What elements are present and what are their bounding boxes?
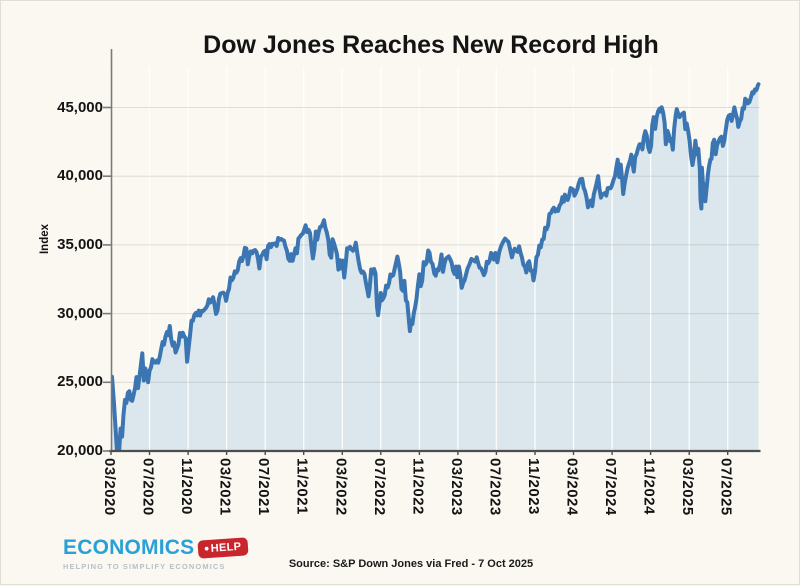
x-tick-label: 07/2025: [717, 458, 735, 516]
x-tick-label: 11/2021: [293, 458, 311, 515]
economics-help-logo: ECONOMICS ●HELP HELPING TO SIMPLIFY ECON…: [63, 536, 250, 571]
x-tick-label: 03/2021: [216, 458, 234, 516]
y-tick-label: 30,000: [57, 304, 103, 322]
x-tick-label: 03/2022: [332, 458, 350, 516]
x-tick-label: 03/2025: [679, 458, 697, 516]
x-tick-label: 07/2021: [255, 458, 273, 516]
logo-dot-icon: ●: [203, 542, 211, 554]
logo-brand-text: ECONOMICS: [63, 536, 195, 559]
x-tick-label: 07/2023: [486, 458, 504, 516]
x-tick-label: 11/2022: [409, 458, 427, 515]
x-tick-label: 07/2022: [370, 458, 388, 516]
y-tick-label: 25,000: [57, 373, 103, 391]
y-tick-label: 35,000: [57, 235, 103, 253]
y-tick-label: 45,000: [57, 98, 103, 116]
x-tick-label: 03/2024: [563, 458, 581, 516]
logo-tagline: HELPING TO SIMPLIFY ECONOMICS: [63, 562, 226, 571]
x-tick-label: 07/2024: [602, 458, 620, 516]
x-tick-label: 03/2023: [447, 458, 465, 516]
series-area-fill: [112, 84, 759, 451]
logo-help-badge: ●HELP: [197, 537, 250, 559]
x-tick-label: 11/2023: [525, 458, 542, 515]
y-tick-label: 20,000: [57, 442, 103, 459]
series-line: [111, 82, 761, 451]
logo-badge-text: HELP: [210, 540, 242, 555]
x-tick-label: 11/2024: [640, 458, 658, 515]
source-note: Source: S&P Down Jones via Fred - 7 Oct …: [288, 558, 534, 570]
x-tick-label: 03/2020: [101, 458, 118, 516]
x-tick-label: 07/2020: [139, 458, 157, 516]
x-tick-label: 11/2020: [178, 458, 196, 515]
chart-title: Dow Jones Reaches New Record High: [203, 31, 659, 59]
y-tick-label: 40,000: [57, 167, 103, 185]
